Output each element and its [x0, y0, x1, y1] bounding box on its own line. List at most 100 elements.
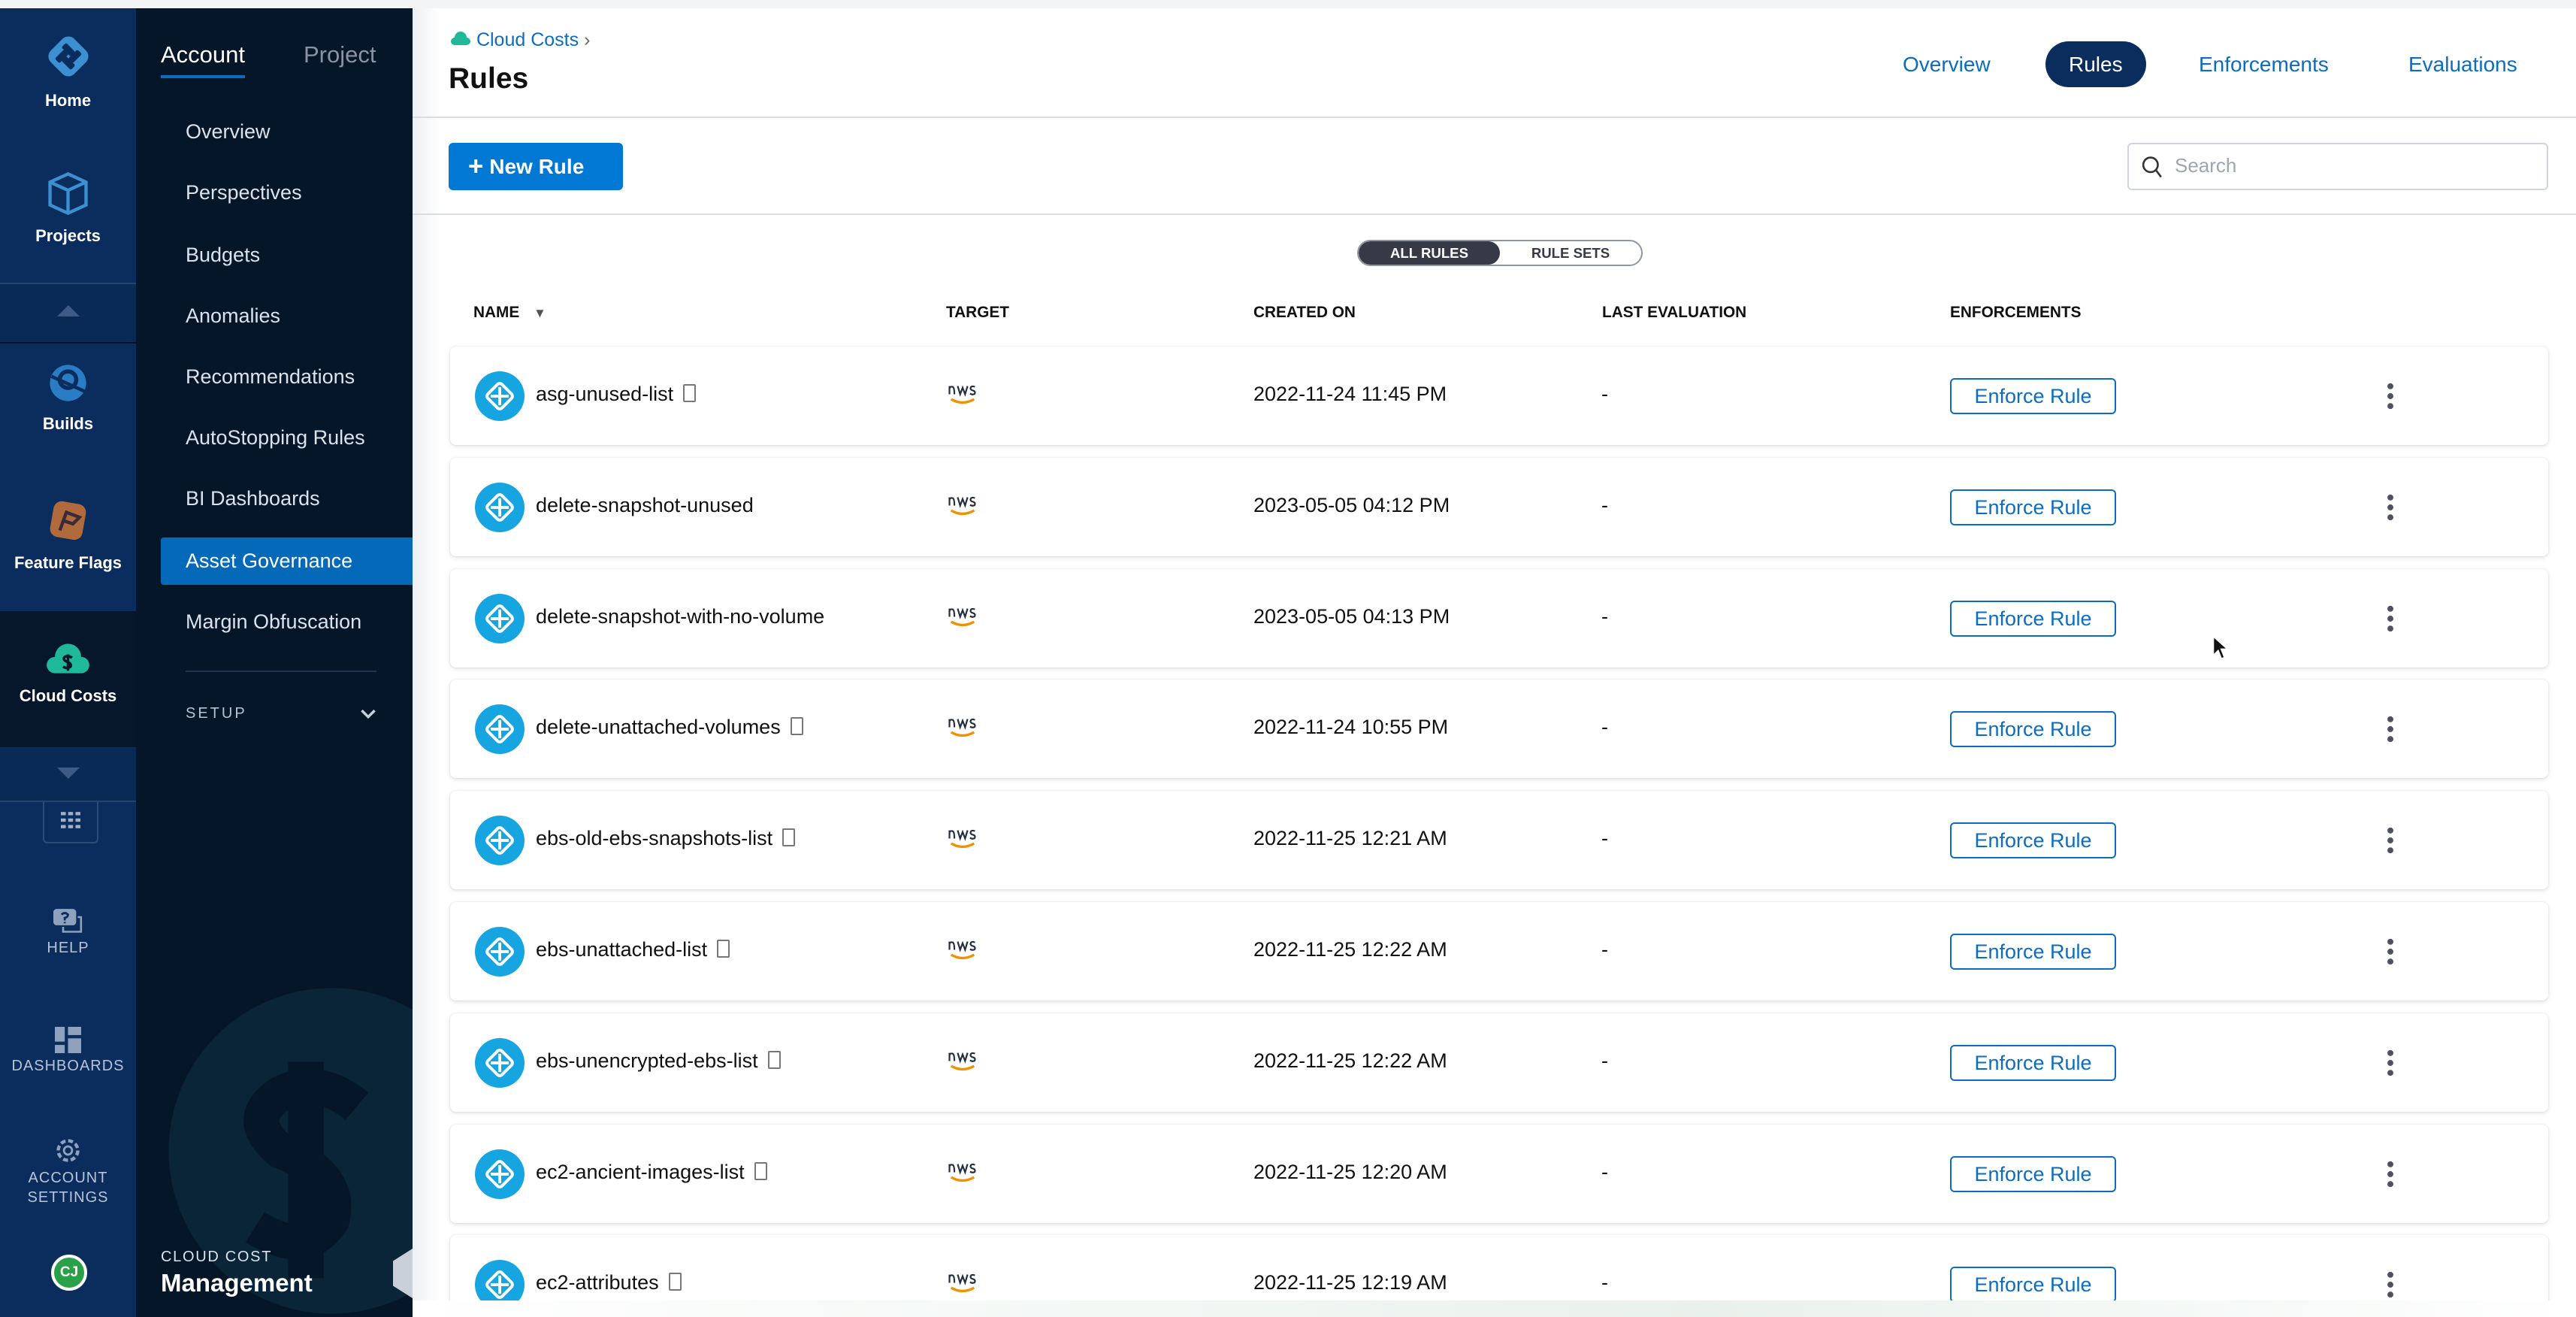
enforce-rule-button[interactable]: Enforce Rule — [1950, 1267, 2116, 1303]
avatar[interactable]: CJ — [51, 1255, 87, 1291]
description-icon[interactable] — [767, 1050, 781, 1069]
rule-name[interactable]: delete-unattached-volumes — [536, 716, 803, 739]
tab-evaluations[interactable]: Evaluations — [2408, 53, 2517, 76]
table-row[interactable]: asg-unused-list 2022-11-24 11:45 PM - Enfor… — [450, 347, 2548, 445]
rail-item-home[interactable]: Home — [0, 32, 136, 111]
enforce-rule-button[interactable]: Enforce Rule — [1950, 489, 2116, 525]
nav-item-perspectives[interactable]: Perspectives — [186, 181, 302, 204]
toggle-rule-sets[interactable]: RULE SETS — [1531, 245, 1610, 261]
rail-label: Feature Flags — [14, 553, 122, 572]
setup-section-toggle[interactable]: SETUP — [186, 705, 376, 728]
last-evaluation: - — [1601, 604, 1608, 628]
nav-item-overview[interactable]: Overview — [186, 120, 271, 143]
description-icon[interactable] — [717, 940, 730, 958]
nav-item-budgets[interactable]: Budgets — [186, 244, 261, 266]
breadcrumb-link[interactable]: Cloud Costs — [476, 29, 579, 50]
rule-name-text: delete-snapshot-with-no-volume — [536, 604, 825, 628]
rail-item-feature-flags[interactable]: Feature Flags — [0, 498, 136, 573]
tab-rules[interactable]: Rules — [2045, 41, 2146, 87]
tab-enforcements[interactable]: Enforcements — [2199, 53, 2329, 76]
more-options-icon[interactable] — [2382, 1046, 2399, 1079]
description-icon[interactable] — [668, 1273, 682, 1291]
rule-name[interactable]: ec2-ancient-images-list — [536, 1161, 767, 1184]
rule-name[interactable]: ebs-unattached-list — [536, 938, 730, 961]
more-options-icon[interactable] — [2382, 602, 2399, 635]
more-options-icon[interactable] — [2382, 935, 2399, 968]
feature-flags-icon — [50, 501, 86, 540]
last-evaluation: - — [1601, 1160, 1608, 1183]
description-icon[interactable] — [782, 828, 796, 847]
enforce-rule-button[interactable]: Enforce Rule — [1950, 822, 2116, 859]
rail-item-builds[interactable]: Builds — [0, 362, 136, 434]
rules-view-toggle: ALL RULES RULE SETS — [1357, 240, 1643, 266]
description-icon[interactable] — [683, 384, 697, 402]
column-header-target: TARGET — [946, 304, 1009, 321]
table-row[interactable]: ebs-old-ebs-snapshots-list 2022-11-25 12:… — [450, 791, 2548, 890]
rule-name[interactable]: ebs-unencrypted-ebs-list — [536, 1049, 781, 1073]
rail-item-cloud-costs[interactable]: Cloud Costs — [0, 611, 136, 747]
rail-label: Builds — [42, 414, 94, 433]
nav-item-anomalies[interactable]: Anomalies — [186, 304, 281, 327]
more-options-icon[interactable] — [2382, 491, 2399, 524]
rail-item-projects[interactable]: Projects — [0, 171, 136, 246]
new-rule-button[interactable]: + New Rule — [449, 143, 623, 190]
nav-item-autostopping-rules[interactable]: AutoStopping Rules — [186, 426, 365, 449]
table-row[interactable]: ebs-unencrypted-ebs-list 2022-11-25 12:22… — [450, 1013, 2548, 1112]
enforce-rule-button[interactable]: Enforce Rule — [1950, 711, 2116, 748]
cloud-costs-icon — [451, 32, 470, 45]
search-box[interactable] — [2127, 143, 2548, 190]
rule-name[interactable]: delete-snapshot-unused — [536, 494, 754, 517]
page-title: Rules — [449, 62, 529, 95]
table-row[interactable]: ec2-ancient-images-list 2022-11-25 12:20 … — [450, 1124, 2548, 1223]
more-options-icon[interactable] — [2382, 824, 2399, 857]
rule-name-text: ec2-ancient-images-list — [536, 1160, 745, 1183]
table-row[interactable]: delete-snapshot-unused 2023-05-05 04:12 P… — [450, 457, 2548, 556]
enforce-rule-button[interactable]: Enforce Rule — [1950, 378, 2116, 414]
rule-name[interactable]: ebs-old-ebs-snapshots-list — [536, 827, 796, 850]
rail-dashboards[interactable]: DASHBOARDS — [0, 1027, 136, 1076]
tab-account[interactable]: Account — [161, 41, 246, 78]
rule-name-text: asg-unused-list — [536, 383, 674, 405]
table-row[interactable]: delete-unattached-volumes 2022-11-24 10:5… — [450, 680, 2548, 779]
table-row[interactable]: delete-snapshot-with-no-volume 2023-05-05… — [450, 568, 2548, 668]
toggle-all-rules[interactable]: ALL RULES — [1359, 241, 1500, 265]
breadcrumb[interactable]: Cloud Costs › — [450, 29, 590, 51]
column-header-name[interactable]: NAME ▼ — [473, 304, 546, 322]
tab-overview[interactable]: Overview — [1903, 53, 1991, 76]
toolbar: + New Rule — [413, 118, 2576, 215]
chevron-down-icon — [361, 709, 376, 719]
rule-name[interactable]: delete-snapshot-with-no-volume — [536, 605, 824, 628]
more-options-icon[interactable] — [2382, 713, 2399, 746]
rule-icon — [475, 816, 525, 866]
nav-item-recommendations[interactable]: Recommendations — [186, 365, 355, 388]
enforce-rule-button[interactable]: Enforce Rule — [1950, 1044, 2116, 1081]
rail-scroll-down[interactable] — [0, 748, 136, 802]
enforce-rule-button[interactable]: Enforce Rule — [1950, 600, 2116, 637]
table-row[interactable]: ebs-unattached-list 2022-11-25 12:22 AM - E… — [450, 902, 2548, 1001]
all-modules-button[interactable] — [43, 802, 98, 843]
rail-account-settings[interactable]: ACCOUNT SETTINGS — [0, 1136, 136, 1207]
more-options-icon[interactable] — [2382, 380, 2399, 413]
sort-desc-icon[interactable]: ▼ — [534, 306, 546, 320]
nav-item-asset-governance[interactable]: Asset Governance — [161, 537, 413, 585]
nav-item-bi-dashboards[interactable]: BI Dashboards — [186, 487, 320, 510]
last-evaluation: - — [1601, 827, 1608, 850]
more-options-icon[interactable] — [2382, 1268, 2399, 1301]
tab-project[interactable]: Project — [304, 41, 376, 68]
rail-help[interactable]: HELP — [0, 909, 136, 958]
caret-down-icon — [57, 767, 80, 779]
rule-name[interactable]: asg-unused-list — [536, 383, 697, 406]
description-icon[interactable] — [754, 1161, 767, 1180]
dollar-watermark-icon — [168, 988, 413, 1314]
enforce-rule-button[interactable]: Enforce Rule — [1950, 934, 2116, 970]
description-icon[interactable] — [790, 717, 803, 736]
rule-name[interactable]: ec2-attributes — [536, 1271, 682, 1294]
rail-scroll-up[interactable] — [0, 283, 136, 344]
module-rail: Home Projects Builds Feature Flags Cloud… — [0, 8, 136, 1317]
nav-item-margin-obfuscation[interactable]: Margin Obfuscation — [186, 610, 362, 633]
more-options-icon[interactable] — [2382, 1158, 2399, 1191]
search-input[interactable] — [2175, 154, 2503, 177]
column-label: NAME — [473, 304, 520, 321]
enforce-rule-button[interactable]: Enforce Rule — [1950, 1155, 2116, 1192]
